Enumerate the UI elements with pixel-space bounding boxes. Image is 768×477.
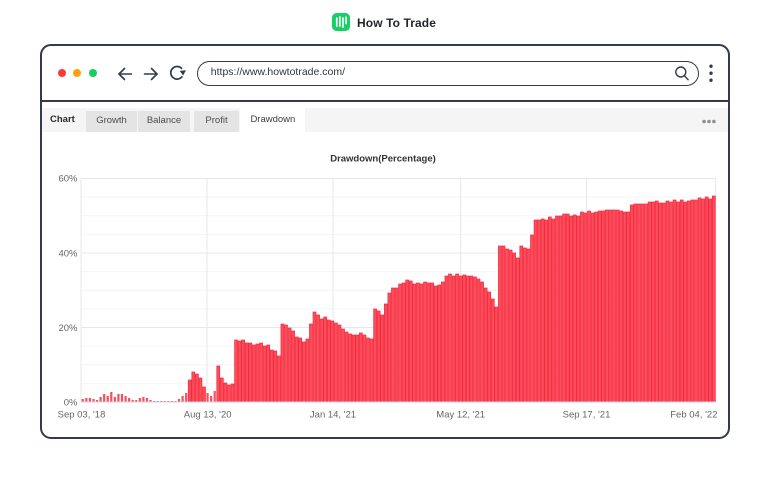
svg-text:20%: 20% [58,323,78,334]
svg-text:Aug 13, '20: Aug 13, '20 [184,410,232,421]
svg-text:May 12, '21: May 12, '21 [436,410,485,421]
svg-text:Sep 03, '18: Sep 03, '18 [58,410,106,421]
svg-text:40%: 40% [58,249,78,260]
svg-text:Feb 04, '22: Feb 04, '22 [670,410,717,421]
svg-text:Jan 14, '21: Jan 14, '21 [310,410,356,421]
svg-text:Sep 17, '21: Sep 17, '21 [563,410,611,421]
svg-text:60%: 60% [58,174,78,185]
svg-text:Drawdown(Percentage): Drawdown(Percentage) [330,154,436,165]
svg-text:0%: 0% [64,397,78,408]
